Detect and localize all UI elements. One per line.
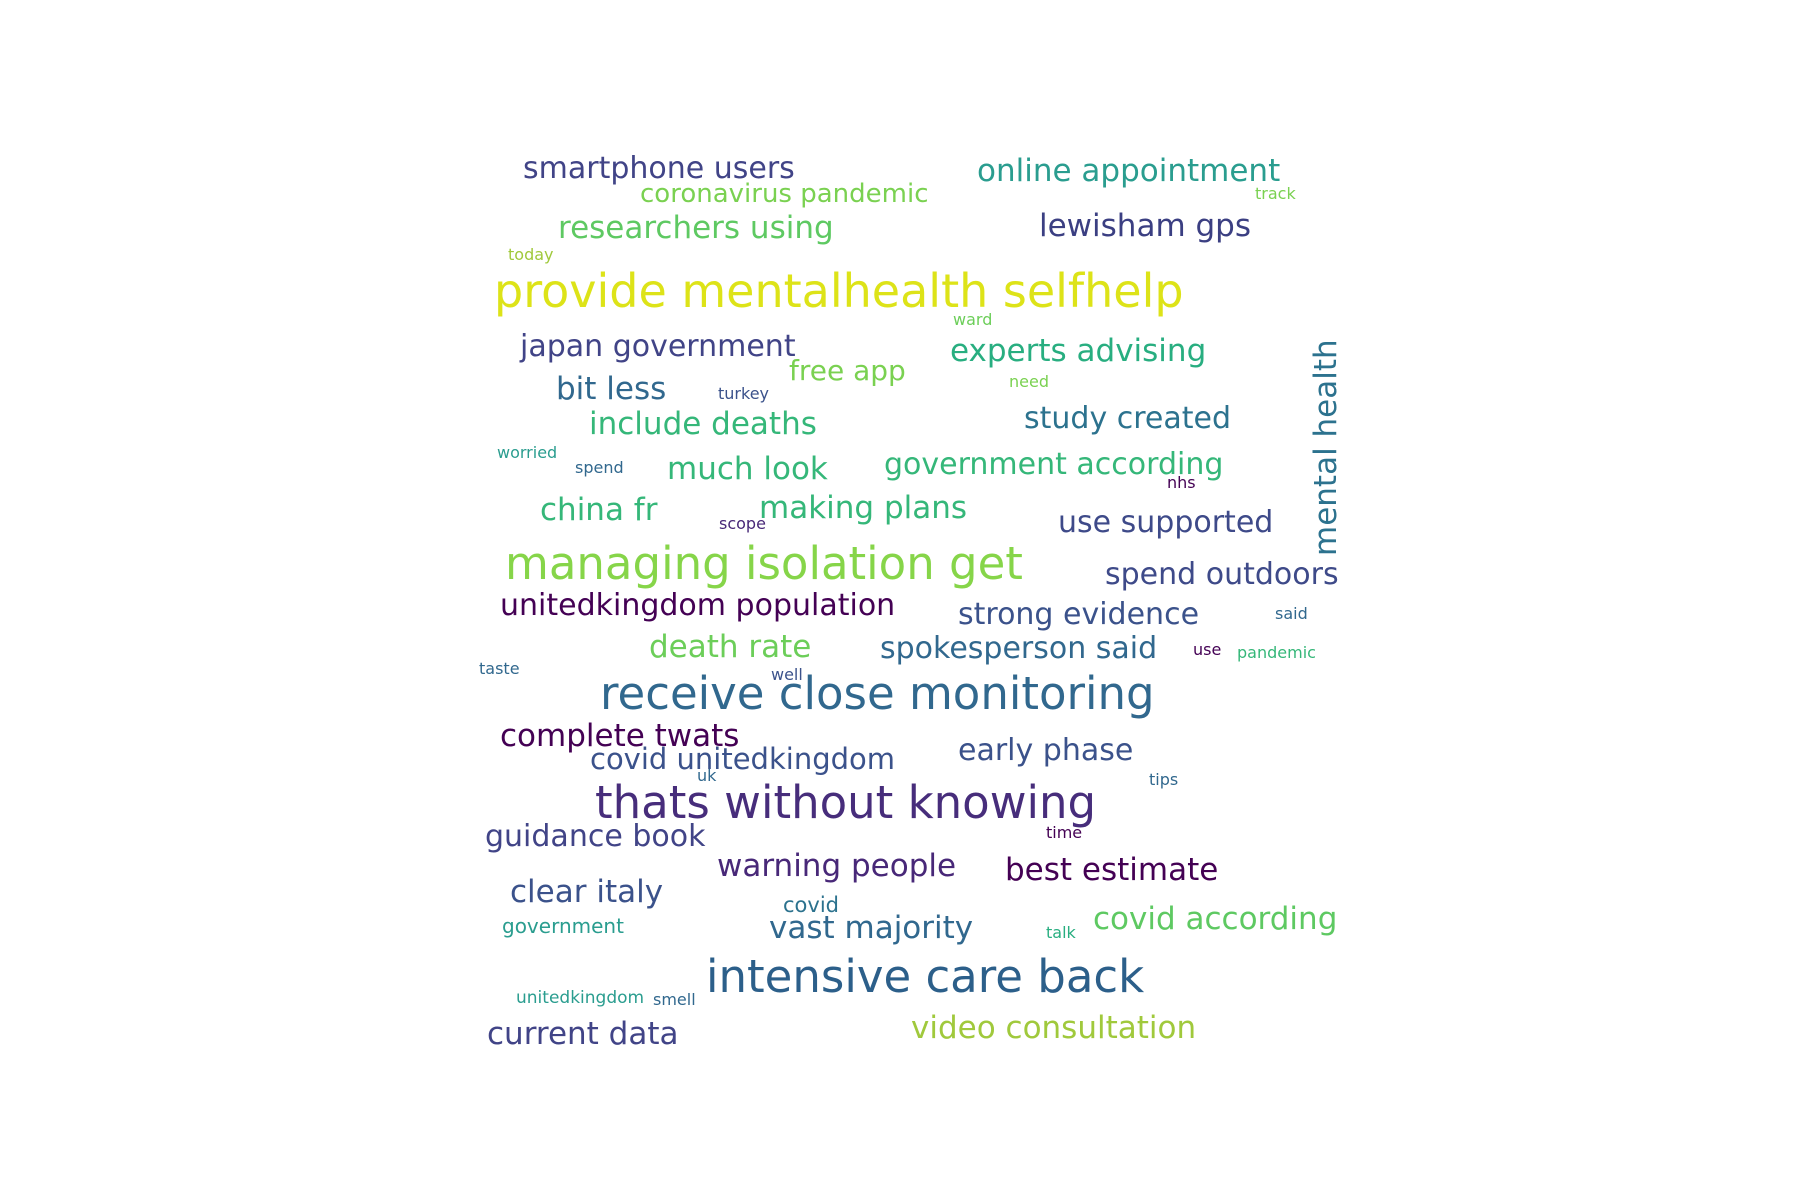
cloud-word: pandemic bbox=[1237, 643, 1316, 662]
cloud-word: covid according bbox=[1093, 901, 1338, 937]
cloud-word: early phase bbox=[958, 733, 1134, 768]
cloud-word: nhs bbox=[1167, 473, 1196, 492]
cloud-word: managing isolation get bbox=[505, 537, 1023, 590]
cloud-word: turkey bbox=[718, 384, 769, 403]
cloud-word: lewisham gps bbox=[1039, 208, 1252, 244]
cloud-word: provide mentalhealth selfhelp bbox=[494, 264, 1184, 318]
cloud-word: warning people bbox=[717, 848, 957, 884]
cloud-word: thats without knowing bbox=[595, 776, 1097, 829]
cloud-word: ward bbox=[953, 310, 993, 329]
cloud-word: well bbox=[771, 665, 803, 684]
cloud-word: mental health bbox=[1308, 339, 1344, 556]
cloud-word: video consultation bbox=[911, 1010, 1197, 1046]
cloud-word: complete twats bbox=[500, 718, 740, 754]
cloud-word: today bbox=[508, 245, 554, 264]
cloud-word: bit less bbox=[556, 371, 667, 407]
cloud-word: need bbox=[1009, 372, 1049, 391]
cloud-word: spokesperson said bbox=[880, 631, 1158, 666]
cloud-word: death rate bbox=[649, 629, 812, 665]
cloud-word: worried bbox=[497, 443, 558, 462]
cloud-word: free app bbox=[789, 354, 906, 387]
cloud-word: time bbox=[1046, 823, 1083, 842]
cloud-word: spend outdoors bbox=[1105, 557, 1339, 592]
cloud-word: japan government bbox=[520, 329, 796, 364]
cloud-word: unitedkingdom population bbox=[500, 588, 896, 623]
cloud-word: include deaths bbox=[589, 406, 817, 442]
cloud-word: guidance book bbox=[485, 819, 706, 854]
cloud-word: study created bbox=[1024, 401, 1232, 436]
cloud-word: current data bbox=[487, 1016, 679, 1052]
cloud-word: much look bbox=[667, 451, 828, 487]
cloud-word: scope bbox=[719, 514, 766, 533]
cloud-word: online appointment bbox=[977, 153, 1281, 189]
cloud-word: tips bbox=[1149, 770, 1179, 789]
cloud-word: use supported bbox=[1058, 505, 1274, 540]
cloud-word: coronavirus pandemic bbox=[640, 179, 929, 209]
cloud-word: unitedkingdom bbox=[516, 988, 645, 1008]
cloud-word: use bbox=[1193, 640, 1222, 659]
cloud-word: making plans bbox=[759, 490, 968, 526]
cloud-word: government according bbox=[884, 447, 1224, 482]
cloud-word: spend bbox=[575, 458, 624, 477]
cloud-word: government bbox=[502, 914, 624, 938]
cloud-word: smartphone users bbox=[523, 151, 795, 186]
cloud-word: china fr bbox=[540, 492, 658, 528]
cloud-word: intensive care back bbox=[706, 950, 1145, 1003]
cloud-word: experts advising bbox=[950, 333, 1207, 369]
cloud-word: said bbox=[1275, 604, 1308, 623]
cloud-word: taste bbox=[479, 659, 520, 678]
cloud-word: smell bbox=[653, 990, 696, 1009]
cloud-word: covid unitedkingdom bbox=[590, 742, 896, 776]
cloud-word: best estimate bbox=[1005, 852, 1219, 888]
cloud-word: vast majority bbox=[769, 910, 974, 946]
cloud-word: track bbox=[1255, 184, 1296, 203]
cloud-word: receive close monitoring bbox=[600, 667, 1155, 720]
cloud-word: talk bbox=[1046, 923, 1076, 942]
cloud-word: covid bbox=[783, 893, 839, 917]
cloud-word: strong evidence bbox=[958, 597, 1200, 632]
cloud-word: uk bbox=[697, 766, 717, 785]
cloud-word: clear italy bbox=[510, 874, 664, 910]
cloud-word: researchers using bbox=[558, 210, 834, 246]
